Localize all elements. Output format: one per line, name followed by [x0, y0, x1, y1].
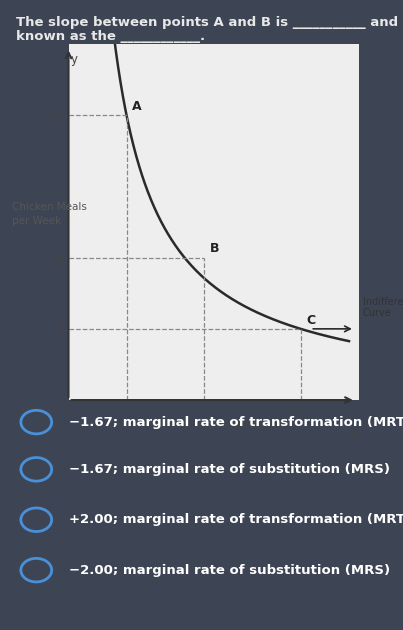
- Text: B: B: [210, 243, 219, 255]
- Text: The slope between points A and B is ___________ and is: The slope between points A and B is ____…: [16, 16, 403, 29]
- Text: −1.67; marginal rate of transformation (MRT): −1.67; marginal rate of transformation (…: [69, 416, 403, 428]
- Text: y: y: [71, 53, 78, 66]
- Text: +2.00; marginal rate of transformation (MRT): +2.00; marginal rate of transformation (…: [69, 513, 403, 526]
- Text: Chicken Meals
per Week: Chicken Meals per Week: [12, 202, 87, 226]
- Text: C: C: [306, 314, 316, 326]
- Text: known as the ____________.: known as the ____________.: [16, 30, 205, 43]
- Text: x: x: [351, 427, 358, 440]
- Text: Indifference
Curve: Indifference Curve: [363, 297, 403, 318]
- Text: A: A: [132, 100, 142, 113]
- Text: −1.67; marginal rate of substitution (MRS): −1.67; marginal rate of substitution (MR…: [69, 463, 390, 476]
- Text: −2.00; marginal rate of substitution (MRS): −2.00; marginal rate of substitution (MR…: [69, 564, 390, 576]
- X-axis label: Vegetarian Meals per Week: Vegetarian Meals per Week: [137, 420, 290, 430]
